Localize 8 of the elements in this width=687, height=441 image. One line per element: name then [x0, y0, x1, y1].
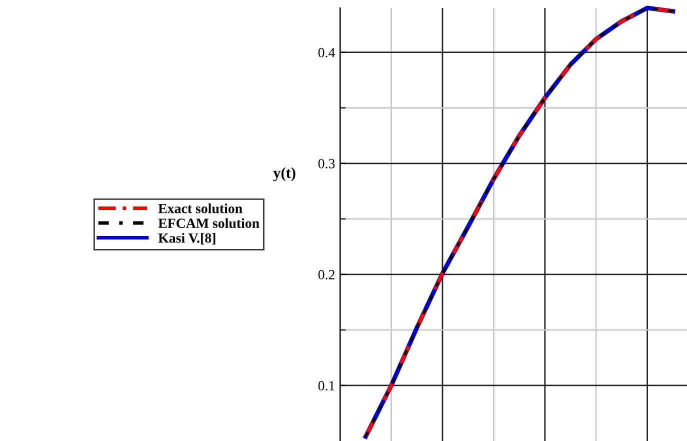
legend-label: Kasi V.[8]	[158, 232, 216, 244]
legend-label: EFCAM solution	[158, 218, 260, 228]
y-axis-title: y(t)	[273, 167, 296, 182]
y-tick-label: 0.2	[318, 270, 334, 280]
y-tick-label: 0.3	[318, 158, 335, 168]
legend-label: Exact solution	[158, 203, 242, 214]
y-tick-label: 0.1	[318, 381, 334, 390]
y-tick-label: 0.4	[318, 48, 335, 58]
